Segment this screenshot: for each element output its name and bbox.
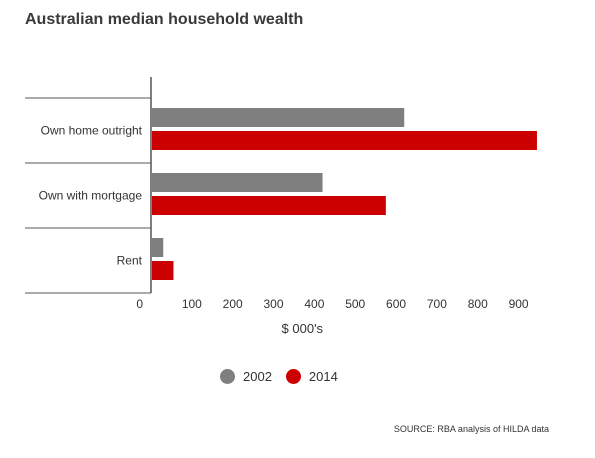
x-axis-label: $ 000's [282, 321, 324, 336]
bar-2014-own-home-outright [152, 131, 537, 150]
x-tick-label: 500 [345, 297, 365, 311]
bar-2002-rent [152, 238, 164, 257]
source-note: SOURCE: RBA analysis of HILDA data [393, 424, 549, 434]
category-label: Own with mortgage [39, 189, 143, 203]
category-label: Own home outright [41, 124, 143, 138]
legend-label-2014: 2014 [308, 368, 338, 384]
bar-2014-rent [152, 261, 174, 280]
x-tick-label: 900 [509, 297, 529, 311]
x-tick-label: 700 [427, 297, 447, 311]
x-tick-label: 400 [304, 297, 324, 311]
x-tick-label: 800 [468, 297, 488, 311]
bar-2002-own-with-mortgage [152, 173, 323, 192]
legend-swatch-2002 [220, 368, 235, 384]
bar-2002-own-home-outright [152, 108, 405, 127]
x-tick-label: 300 [264, 297, 284, 311]
x-tick-label: 600 [386, 297, 406, 311]
legend-item-2002: 2002 [220, 368, 272, 384]
x-tick-label: 0 [136, 297, 143, 311]
legend-label-2002: 2002 [243, 368, 272, 384]
x-tick-label: 200 [223, 297, 243, 311]
bar-2014-own-with-mortgage [152, 196, 386, 215]
x-tick-label: 100 [182, 297, 202, 311]
chart-title: Australian median household wealth [25, 11, 304, 28]
legend-item-2014: 2014 [285, 368, 338, 384]
legend-swatch-2014 [285, 368, 301, 384]
category-label: Rent [117, 254, 143, 268]
legend: 2002 2014 [220, 366, 352, 386]
